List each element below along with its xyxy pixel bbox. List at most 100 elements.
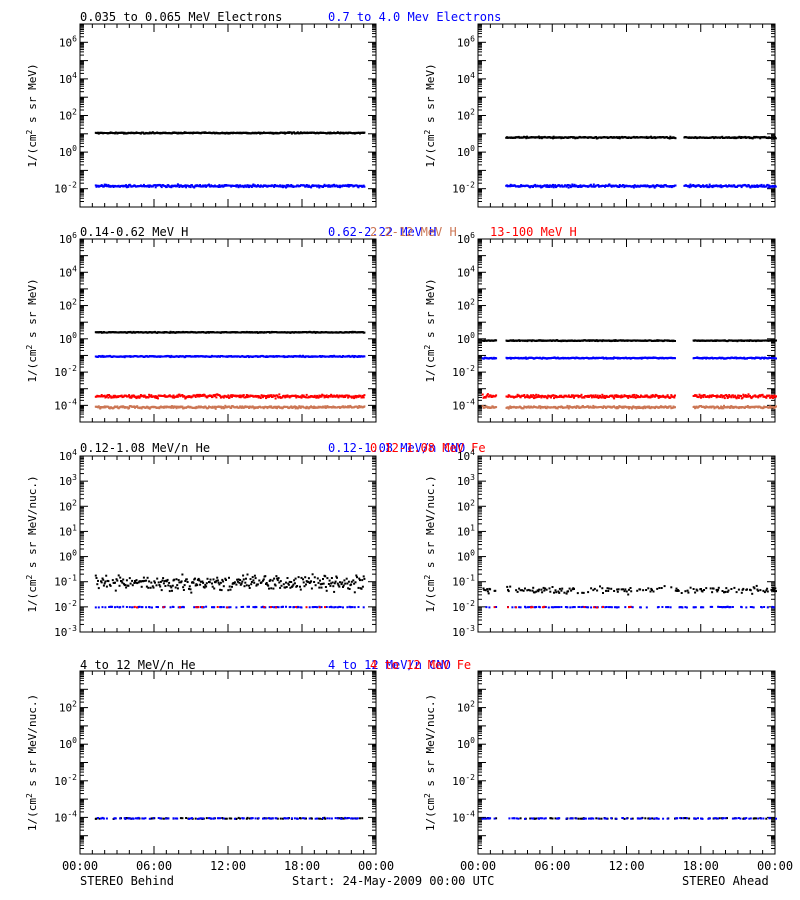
data-point	[285, 186, 287, 189]
data-point	[626, 395, 629, 397]
data-point	[264, 395, 267, 398]
data-point	[526, 394, 529, 397]
data-point	[302, 395, 304, 398]
data-point	[705, 184, 708, 187]
data-point	[359, 394, 362, 397]
data-point	[674, 340, 676, 342]
data-point	[772, 397, 774, 399]
data-point	[655, 185, 658, 188]
data-point	[142, 395, 145, 398]
data-point	[102, 185, 105, 188]
data-point	[573, 396, 575, 399]
data-point	[754, 394, 757, 397]
data-point	[346, 394, 349, 397]
data-point	[337, 396, 340, 399]
series-black	[505, 135, 777, 140]
data-point	[133, 405, 136, 408]
data-point	[539, 184, 542, 187]
data-point	[664, 184, 667, 187]
series-black	[94, 330, 366, 334]
data-point	[700, 396, 702, 399]
data-point	[206, 396, 209, 399]
data-point	[363, 131, 366, 134]
data-point	[636, 395, 639, 397]
data-point	[278, 185, 281, 188]
data-point	[293, 405, 296, 408]
data-point	[329, 395, 332, 398]
data-point	[157, 397, 159, 400]
data-point	[707, 186, 710, 189]
data-point	[673, 396, 676, 399]
data-point	[343, 394, 346, 397]
data-point	[573, 183, 576, 186]
data-point	[669, 396, 672, 399]
data-point	[590, 396, 593, 399]
data-point	[163, 394, 166, 397]
data-point	[564, 184, 567, 187]
data-point	[737, 396, 740, 399]
data-point	[589, 183, 592, 186]
data-point	[711, 186, 714, 189]
data-point	[222, 395, 225, 398]
panel-title-brown: 2.2-12 MeV H	[370, 225, 457, 239]
data-point	[596, 394, 599, 397]
data-point	[649, 396, 652, 399]
data-point	[238, 396, 241, 399]
data-point	[294, 394, 297, 397]
data-point	[97, 405, 100, 408]
data-point	[760, 183, 763, 186]
data-point	[653, 185, 655, 188]
data-point	[218, 184, 221, 187]
data-point	[594, 394, 597, 397]
data-point	[266, 396, 269, 399]
data-point	[716, 394, 719, 397]
data-point	[530, 394, 532, 397]
data-point	[181, 405, 184, 408]
data-point	[481, 393, 484, 396]
data-point	[227, 394, 230, 397]
data-point	[170, 406, 173, 409]
data-point	[753, 184, 756, 187]
data-point	[586, 395, 589, 398]
data-point	[488, 395, 491, 398]
data-point	[213, 405, 216, 408]
data-point	[552, 394, 555, 397]
data-point	[315, 396, 318, 399]
data-point	[761, 393, 764, 396]
data-point	[537, 135, 540, 138]
data-point	[290, 184, 293, 186]
data-point	[230, 394, 233, 397]
panel-title-black: 0.14-0.62 MeV H	[80, 225, 188, 239]
data-point	[616, 395, 619, 398]
data-point	[169, 405, 172, 408]
data-point	[615, 394, 618, 397]
data-point	[697, 396, 700, 399]
data-point	[320, 395, 323, 398]
data-point	[235, 185, 238, 188]
data-point	[242, 186, 245, 189]
data-point	[120, 394, 123, 397]
data-point	[316, 394, 319, 397]
data-point	[228, 396, 231, 399]
data-point	[645, 185, 648, 188]
data-point	[774, 137, 777, 140]
data-point	[515, 395, 518, 398]
data-point	[202, 394, 205, 397]
data-point	[695, 394, 698, 397]
panels: 10-2 100 102 104 106 1/(cm2 s sr MeV) 0.035 to…	[25, 10, 793, 873]
data-point	[632, 185, 635, 187]
data-point	[719, 185, 722, 188]
data-point	[495, 339, 498, 342]
data-point	[576, 394, 579, 397]
data-point	[148, 393, 151, 396]
data-point	[623, 186, 626, 189]
data-point	[299, 395, 302, 398]
data-point	[632, 396, 635, 399]
data-point	[169, 356, 172, 359]
data-point	[154, 184, 156, 187]
data-point	[602, 396, 605, 399]
data-point	[231, 395, 233, 398]
data-point	[239, 184, 242, 187]
data-point	[622, 184, 625, 187]
data-point	[507, 395, 509, 398]
